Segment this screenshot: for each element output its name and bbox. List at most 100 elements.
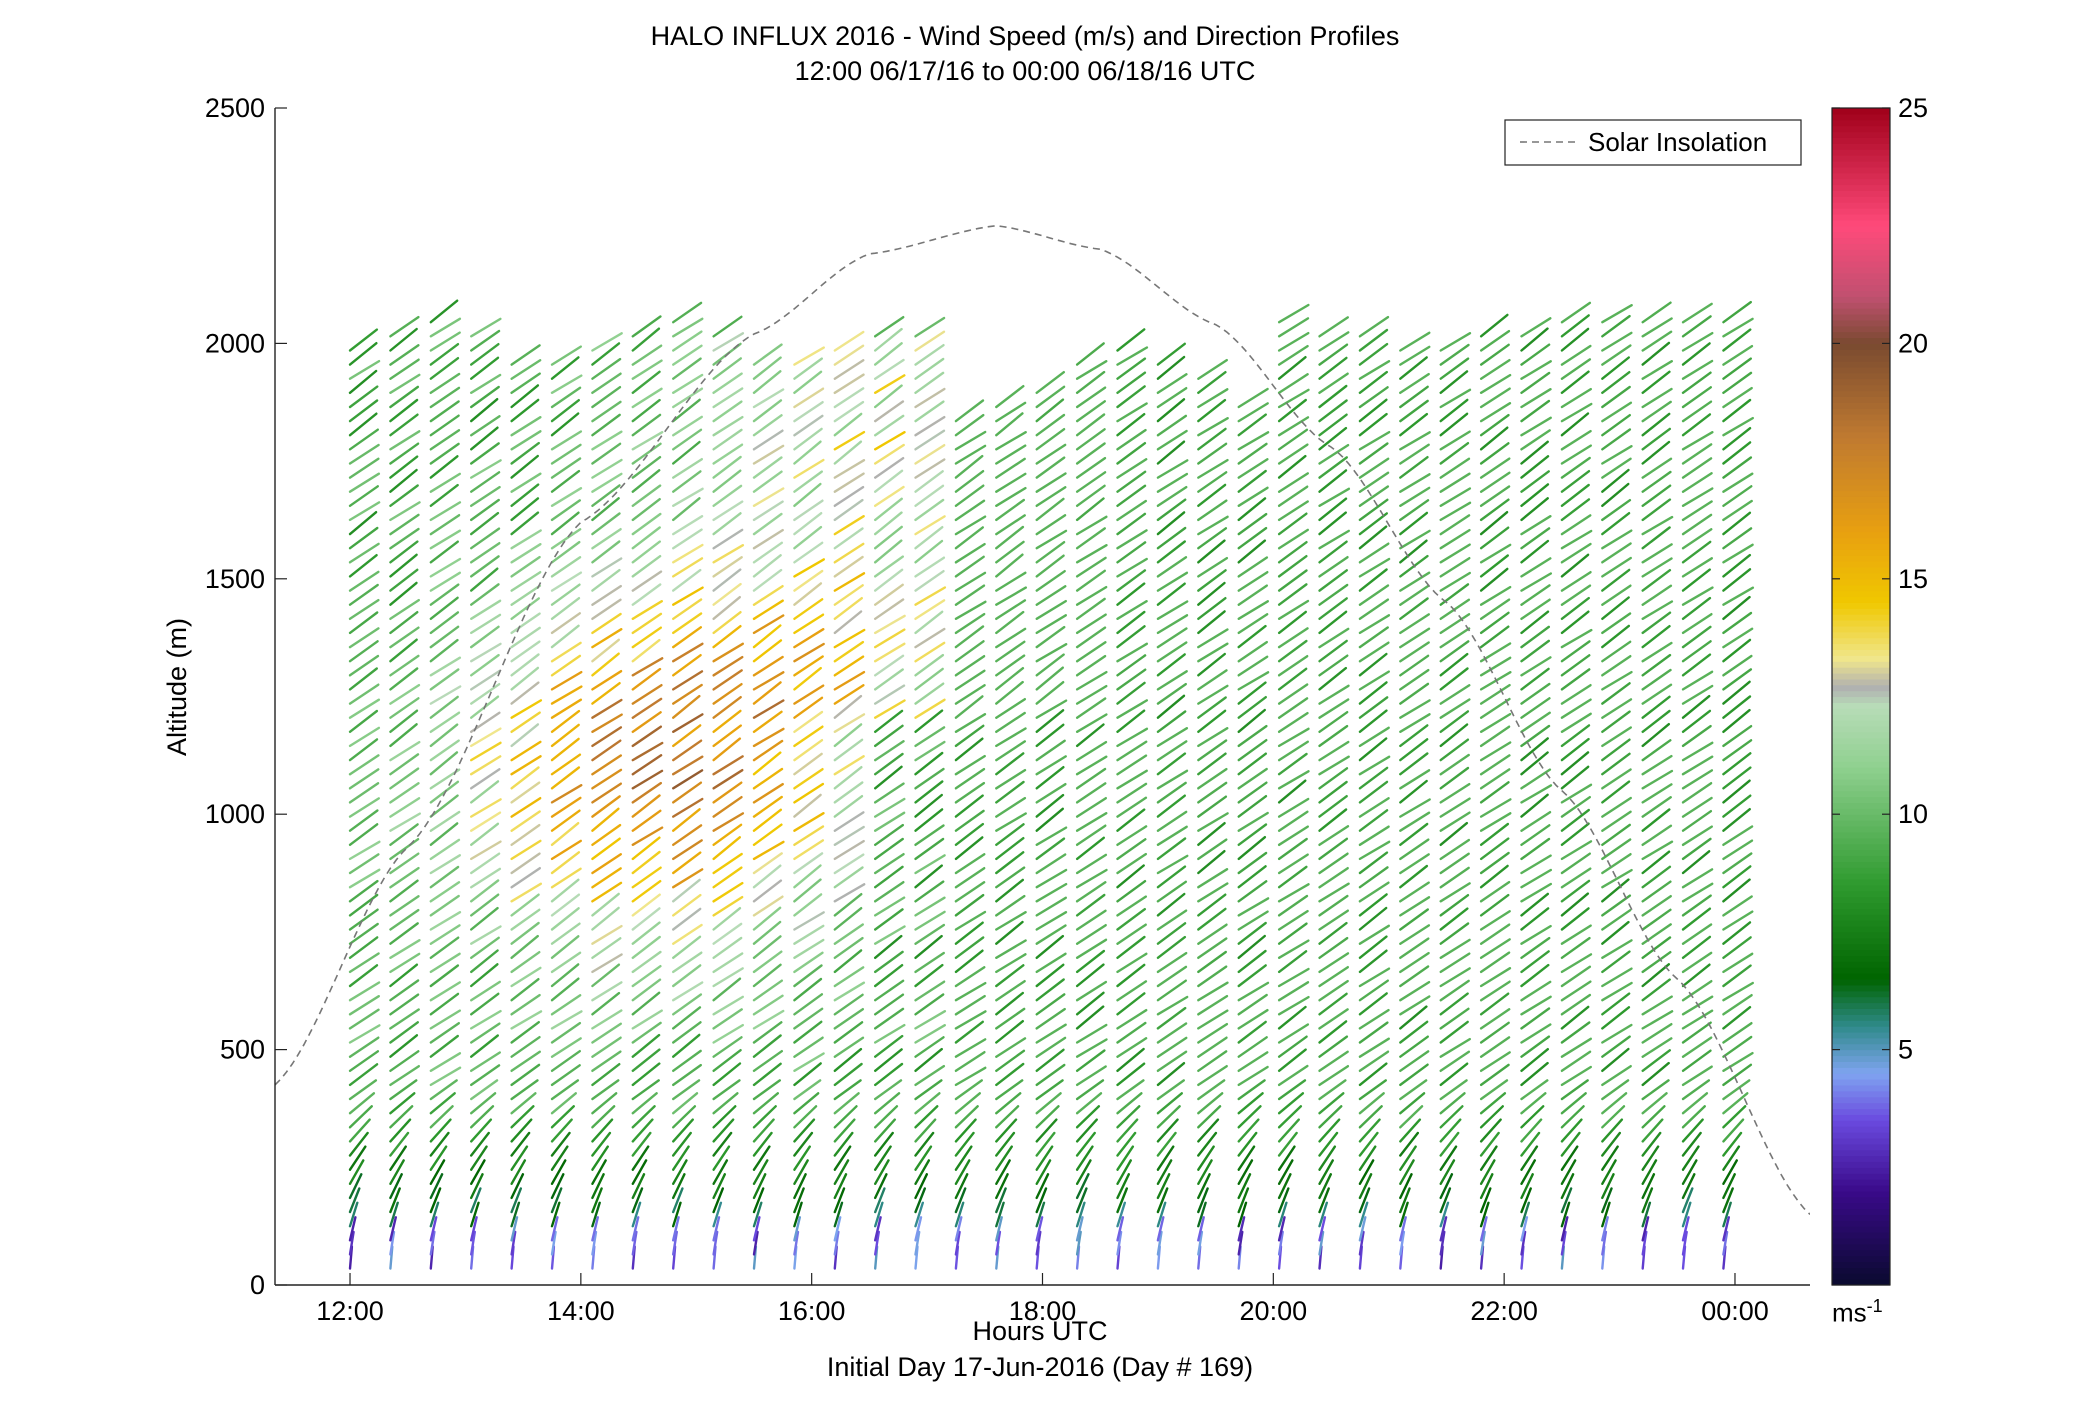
wind-barb: [1116, 600, 1148, 620]
wind-barb: [1641, 1010, 1674, 1030]
wind-barb: [1520, 1047, 1550, 1073]
wind-barb: [631, 638, 661, 663]
wind-barb: [470, 741, 502, 762]
wind-barb: [1277, 443, 1309, 465]
wind-barb: [874, 342, 903, 366]
wind-barb: [1520, 697, 1551, 719]
wind-barb: [914, 896, 946, 917]
wind-barb: [1560, 1159, 1577, 1186]
wind-barb: [470, 317, 502, 338]
wind-barb: [510, 723, 540, 748]
wind-barb: [1075, 1159, 1092, 1186]
wind-barb: [1116, 371, 1147, 394]
wind-barb: [712, 709, 742, 733]
wind-barb: [672, 981, 704, 1002]
wind-barb: [1277, 1131, 1298, 1157]
wind-barb: [1399, 965, 1430, 988]
wind-barb: [1560, 808, 1591, 832]
wind-barb: [914, 923, 946, 945]
wind-barb: [1197, 1079, 1226, 1101]
wind-barb: [874, 823, 904, 846]
wind-barb: [954, 1092, 981, 1115]
wind-barb: [470, 511, 500, 536]
wind-barb: [914, 470, 944, 493]
wind-barb: [1358, 670, 1391, 691]
colorbar-swatch: [1832, 608, 1890, 615]
wind-barb: [1237, 539, 1267, 564]
wind-barb: [1116, 963, 1146, 988]
wind-barb: [995, 823, 1025, 846]
colorbar-swatch: [1832, 508, 1890, 515]
wind-barb: [550, 1049, 581, 1073]
colorbar-swatch: [1832, 802, 1890, 809]
colorbar-swatch: [1832, 1096, 1890, 1104]
wind-barb: [1237, 387, 1269, 409]
wind-barb: [1116, 880, 1147, 903]
wind-barb: [550, 670, 583, 691]
colorbar-swatch: [1832, 637, 1890, 645]
wind-barb: [389, 1050, 420, 1073]
wind-barb: [1358, 924, 1391, 945]
wind-barb: [1641, 880, 1672, 903]
wind-barb: [389, 753, 420, 776]
wind-barb: [793, 499, 824, 522]
colorbar-swatch: [1832, 931, 1890, 939]
wind-barb: [995, 431, 1027, 451]
wind-barb: [389, 797, 421, 818]
wind-barb: [631, 512, 662, 536]
wind-barb: [429, 1022, 460, 1044]
wind-barb: [1681, 1159, 1698, 1186]
wind-barb: [348, 472, 381, 493]
wind-barb: [389, 1064, 420, 1087]
wind-barb: [833, 866, 864, 889]
wind-barb: [1560, 314, 1590, 338]
wind-barb: [550, 654, 582, 677]
colorbar-swatch: [1832, 1196, 1890, 1204]
wind-barb: [1439, 528, 1471, 550]
wind-barb: [1479, 893, 1510, 917]
wind-barb: [995, 385, 1025, 409]
wind-barb: [510, 966, 542, 988]
wind-barb: [1722, 1131, 1743, 1157]
wind-barb: [1520, 1035, 1551, 1058]
wind-barb: [1399, 738, 1429, 762]
wind-barb: [954, 867, 986, 889]
wind-barb: [510, 483, 540, 507]
wind-barb: [631, 725, 662, 748]
wind-barb: [793, 370, 823, 394]
colorbar-swatch: [1832, 778, 1890, 786]
wind-barb: [752, 950, 783, 974]
wind-barb: [914, 1201, 924, 1228]
wind-barb: [874, 925, 906, 945]
wind-barb: [1358, 1230, 1365, 1256]
wind-barb: [348, 385, 379, 409]
wind-barb: [833, 1021, 864, 1044]
wind-barb: [833, 795, 864, 818]
wind-barb: [1439, 1230, 1446, 1256]
wind-barb: [550, 624, 580, 649]
wind-barb: [1318, 356, 1348, 380]
wind-barb: [1601, 401, 1633, 423]
wind-barb: [914, 793, 943, 818]
wind-barb: [672, 868, 704, 889]
wind-barb: [1075, 723, 1105, 748]
wind-barb: [348, 981, 381, 1002]
wind-barb: [1116, 512, 1147, 536]
wind-barb: [1560, 1216, 1569, 1242]
wind-barb: [1399, 1159, 1415, 1186]
wind-barb: [914, 371, 945, 394]
wind-barb: [1116, 1079, 1145, 1101]
wind-barb: [1399, 399, 1429, 423]
wind-barb: [1197, 581, 1226, 606]
wind-barb: [793, 752, 823, 776]
colorbar-swatch: [1832, 973, 1890, 980]
wind-barb: [348, 936, 379, 959]
colorbar-swatch: [1832, 443, 1890, 450]
wind-barb: [833, 713, 866, 733]
wind-barb: [995, 1131, 1016, 1157]
wind-barb: [1035, 1063, 1066, 1087]
x-tick-label: 22:00: [1470, 1296, 1538, 1326]
wind-barb: [712, 755, 744, 776]
wind-barb: [1399, 499, 1430, 522]
wind-barb: [793, 1145, 811, 1171]
